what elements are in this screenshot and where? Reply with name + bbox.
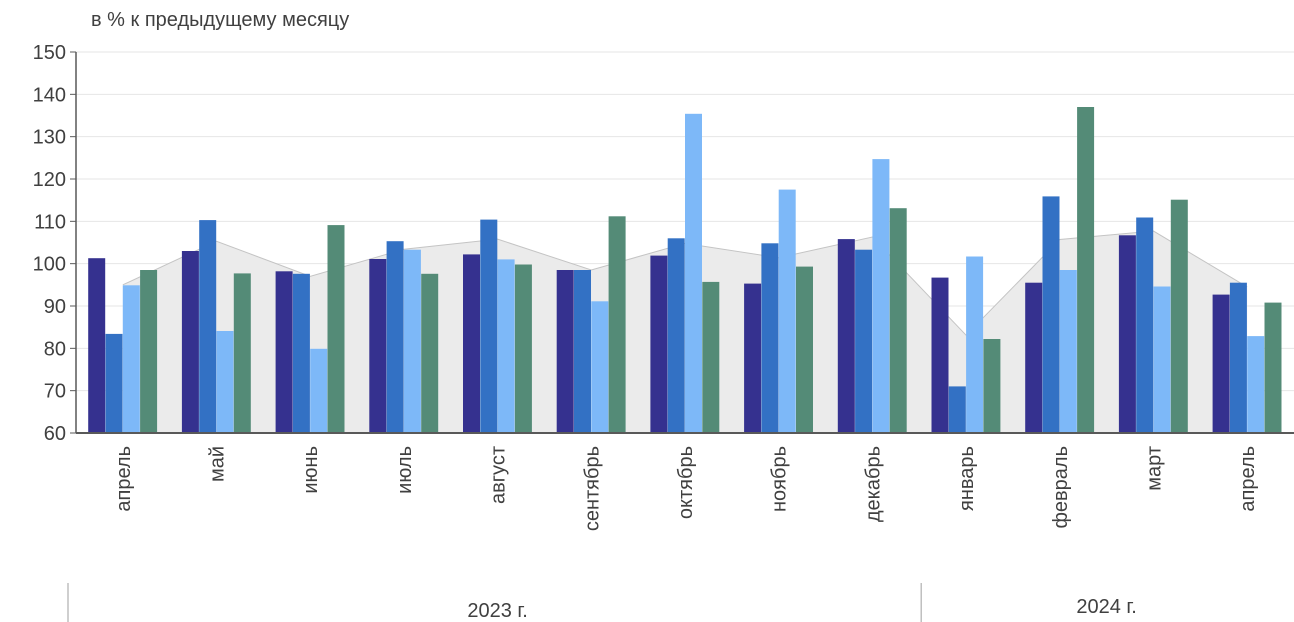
- bar: [872, 159, 890, 433]
- bar: [1118, 235, 1136, 433]
- bar: [403, 249, 421, 433]
- x-tick-label: декабрь: [862, 446, 884, 522]
- y-tick-label: 80: [44, 338, 66, 360]
- bar: [1247, 336, 1265, 433]
- year-groups: 2023 г. 2024 г.: [67, 583, 1137, 622]
- bar: [650, 255, 668, 433]
- bar: [1025, 282, 1043, 433]
- bar: [105, 333, 123, 433]
- bar: [574, 270, 591, 433]
- bar: [889, 208, 907, 433]
- bar: [931, 277, 949, 433]
- bar: [122, 285, 140, 433]
- y-unit-label: в % к предыдущему месяцу: [91, 9, 349, 31]
- bar: [608, 216, 626, 433]
- x-tick-label: октябрь: [675, 446, 697, 519]
- bar: [386, 241, 404, 433]
- bar: [140, 270, 158, 433]
- y-tick-label: 60: [44, 423, 66, 445]
- bar: [1136, 217, 1154, 433]
- x-tick-label: сентябрь: [581, 446, 603, 531]
- bar: [1229, 282, 1247, 433]
- bar: [744, 283, 762, 433]
- x-tick-label: июль: [394, 446, 416, 494]
- bar: [497, 259, 515, 433]
- bar: [966, 256, 984, 433]
- bar: [591, 301, 609, 433]
- bar: [702, 281, 720, 433]
- bar: [1212, 294, 1230, 433]
- x-tick-labels: апрель май июнь июль август сентябрь октябрь но…: [113, 446, 1259, 531]
- y-tick-label: 130: [33, 127, 66, 149]
- bar: [369, 259, 387, 433]
- bar: [514, 264, 532, 433]
- bar: [310, 348, 328, 433]
- bar: [88, 258, 106, 433]
- bar: [796, 266, 813, 433]
- year-group-label: 2023 г.: [467, 600, 527, 622]
- bar: [1042, 196, 1060, 433]
- x-tick-label: январь: [956, 446, 978, 511]
- x-tick-label: ноябрь: [769, 446, 791, 512]
- y-tick-label: 140: [33, 84, 66, 106]
- bar: [216, 331, 234, 433]
- y-tick-label: 150: [33, 42, 66, 64]
- axes: [70, 51, 1294, 434]
- year-group-label: 2024 г.: [1076, 596, 1136, 618]
- bar: [292, 273, 310, 433]
- bar: [199, 220, 217, 433]
- bar: [327, 225, 345, 433]
- y-tick-label: 100: [33, 254, 66, 276]
- bar: [1059, 270, 1077, 433]
- bar: [948, 386, 966, 433]
- y-tick-label: 90: [44, 296, 66, 318]
- bar: [855, 249, 873, 433]
- bar: [778, 189, 796, 433]
- bar: [761, 243, 779, 433]
- bar: [421, 273, 439, 433]
- bar-series: [88, 107, 1282, 434]
- bar: [275, 271, 293, 433]
- bar: [233, 273, 251, 433]
- y-tick-label: 70: [44, 381, 66, 403]
- y-tick-labels: 60 70 80 90 100 110 120 130 140 150: [33, 42, 66, 445]
- x-tick-label: май: [207, 446, 229, 482]
- x-tick-label: апрель: [1237, 446, 1259, 512]
- bar: [685, 113, 702, 434]
- bar: [1170, 199, 1188, 433]
- y-tick-label: 120: [33, 169, 66, 191]
- bar: [1264, 302, 1282, 433]
- x-tick-label: март: [1143, 446, 1165, 491]
- bar: [837, 239, 855, 433]
- bar: [181, 251, 199, 433]
- bar: [1153, 286, 1171, 433]
- bar: [667, 238, 685, 433]
- bar: [983, 339, 1001, 433]
- x-tick-label: июнь: [300, 446, 322, 494]
- x-tick-label: август: [488, 446, 510, 504]
- bar: [556, 270, 574, 433]
- bar: [1077, 107, 1095, 433]
- bar: [463, 254, 480, 433]
- y-tick-label: 110: [34, 211, 66, 233]
- x-tick-label: февраль: [1050, 446, 1072, 529]
- bar: [480, 219, 498, 433]
- x-tick-label: апрель: [113, 446, 135, 512]
